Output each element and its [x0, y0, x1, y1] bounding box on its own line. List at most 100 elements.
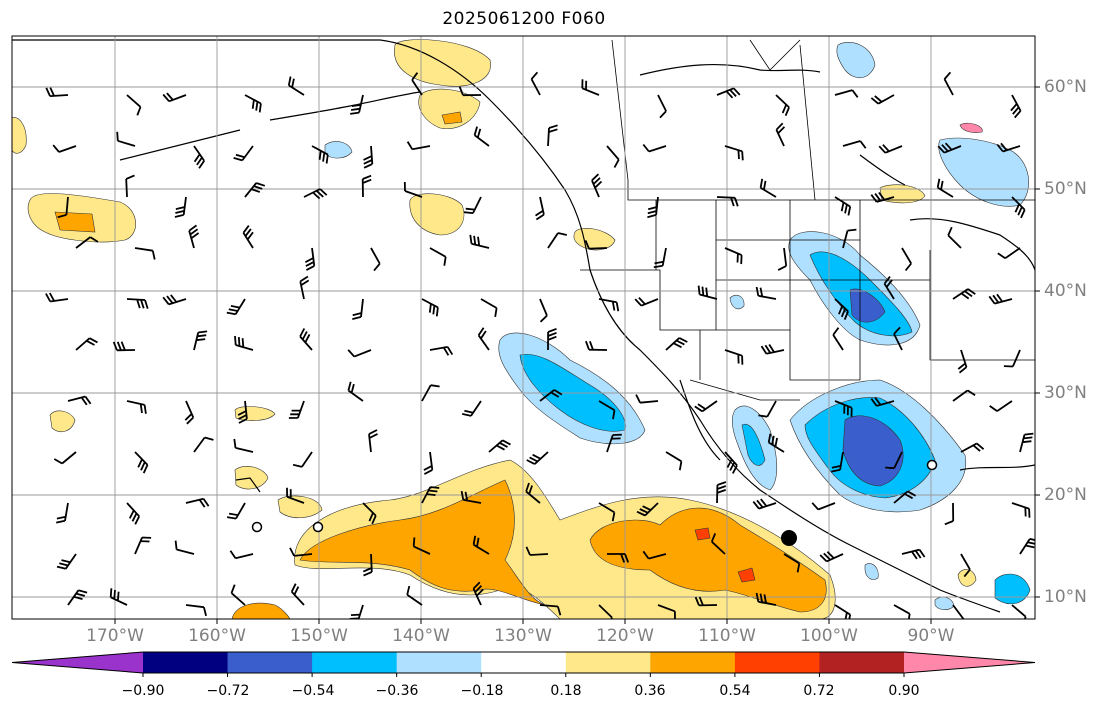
wind-barb — [989, 400, 1013, 412]
wind-barb — [411, 72, 423, 96]
wind-barb — [525, 482, 541, 504]
wind-barb — [665, 451, 683, 471]
wind-barb — [472, 581, 484, 606]
wind-barb — [292, 451, 313, 468]
wind-barb — [230, 584, 246, 606]
wind-barb — [811, 502, 836, 511]
wind-barb — [126, 298, 149, 309]
wind-barb — [421, 384, 440, 402]
wind-barb — [463, 196, 482, 214]
lon-label: 140°W — [392, 626, 450, 646]
wind-barb — [952, 604, 965, 619]
wind-barb — [525, 546, 549, 556]
wind-barb — [591, 173, 603, 198]
colorbar-tick-label: 0.72 — [803, 683, 835, 699]
wind-barb — [233, 145, 254, 162]
wind-barb — [952, 389, 976, 402]
lon-label: 150°W — [290, 626, 348, 646]
wind-barb — [361, 174, 372, 198]
wind-barb — [893, 490, 917, 504]
wind-barb — [584, 240, 608, 250]
lat-lon-grid — [12, 36, 1035, 619]
wind-barb — [350, 94, 364, 115]
colorbar-segment — [650, 652, 736, 673]
wind-barb — [1003, 349, 1021, 368]
wind-barb — [606, 145, 620, 168]
wind-barb — [188, 224, 200, 249]
wind-barb — [775, 122, 786, 147]
colorbar-extend-low — [12, 652, 143, 673]
lon-label: 90°W — [907, 626, 955, 646]
colorbar-tick-label: −0.54 — [291, 683, 335, 699]
wind-barb — [1019, 538, 1035, 555]
wind-barb — [53, 451, 77, 465]
wind-barb — [657, 94, 667, 119]
wind-barb — [193, 145, 205, 169]
wind-barb — [988, 293, 1013, 305]
wind-barb — [226, 298, 246, 316]
wind-barb — [45, 87, 69, 97]
wind-barb — [755, 592, 777, 606]
wind-barb — [724, 451, 738, 474]
lat-label: 50°N — [1044, 179, 1087, 199]
wind-barb — [547, 327, 557, 351]
wind-barbs — [45, 71, 1035, 619]
colorbar — [11, 651, 1036, 677]
colorbar-tick-label: 0.54 — [719, 683, 751, 699]
wind-barb — [598, 298, 620, 312]
axis-ticks — [114, 86, 1040, 624]
lon-label: 170°W — [86, 626, 144, 646]
wind-barb — [530, 71, 541, 96]
wind-barb — [724, 145, 744, 161]
wind-barb — [937, 142, 962, 154]
wind-barb — [606, 433, 622, 453]
station-marker — [312, 521, 324, 533]
wind-barb — [299, 328, 313, 351]
wind-barb — [759, 178, 777, 198]
wind-barb — [126, 94, 142, 116]
wind-barb — [842, 140, 867, 149]
wind-barb — [423, 451, 434, 475]
colorbar-segment — [819, 652, 905, 673]
lon-label: 160°W — [188, 626, 246, 646]
wind-barb — [870, 191, 895, 203]
wind-barb — [724, 247, 743, 265]
wind-barb — [116, 131, 136, 147]
wind-barb — [724, 349, 744, 365]
wind-barb — [125, 174, 135, 198]
wind-barb — [473, 126, 490, 147]
wind-barb — [233, 438, 254, 453]
wind-barb — [480, 298, 498, 318]
wind-barb — [472, 535, 490, 555]
wind-barb — [539, 298, 548, 323]
colorbar-segment — [734, 652, 820, 673]
wind-barb — [752, 498, 777, 510]
colorbar-tick-label: 0.90 — [888, 683, 920, 699]
wind-barb — [362, 553, 373, 577]
wind-barb — [311, 145, 329, 164]
wind-barb — [52, 144, 77, 153]
wind-barb — [642, 143, 667, 153]
wind-barb — [607, 553, 630, 563]
wind-barb — [834, 298, 849, 320]
wind-barb — [234, 335, 254, 351]
wind-barb — [412, 537, 431, 555]
wind-barb — [547, 124, 558, 147]
wind-barb — [842, 228, 857, 249]
wind-barb — [462, 400, 482, 417]
wind-barb — [368, 429, 378, 453]
wind-barb — [1019, 432, 1034, 453]
lat-label: 10°N — [1044, 587, 1087, 607]
wind-barb — [299, 275, 310, 300]
wind-barb — [819, 551, 844, 563]
wind-barb — [653, 247, 667, 269]
wind-barb — [287, 76, 305, 96]
wind-barb — [636, 502, 659, 517]
wind-barb — [162, 92, 187, 103]
wind-barb — [403, 181, 423, 198]
wind-barb — [126, 502, 141, 525]
wind-barb — [947, 226, 962, 249]
station-marker — [251, 521, 263, 533]
wind-barb — [56, 502, 69, 524]
